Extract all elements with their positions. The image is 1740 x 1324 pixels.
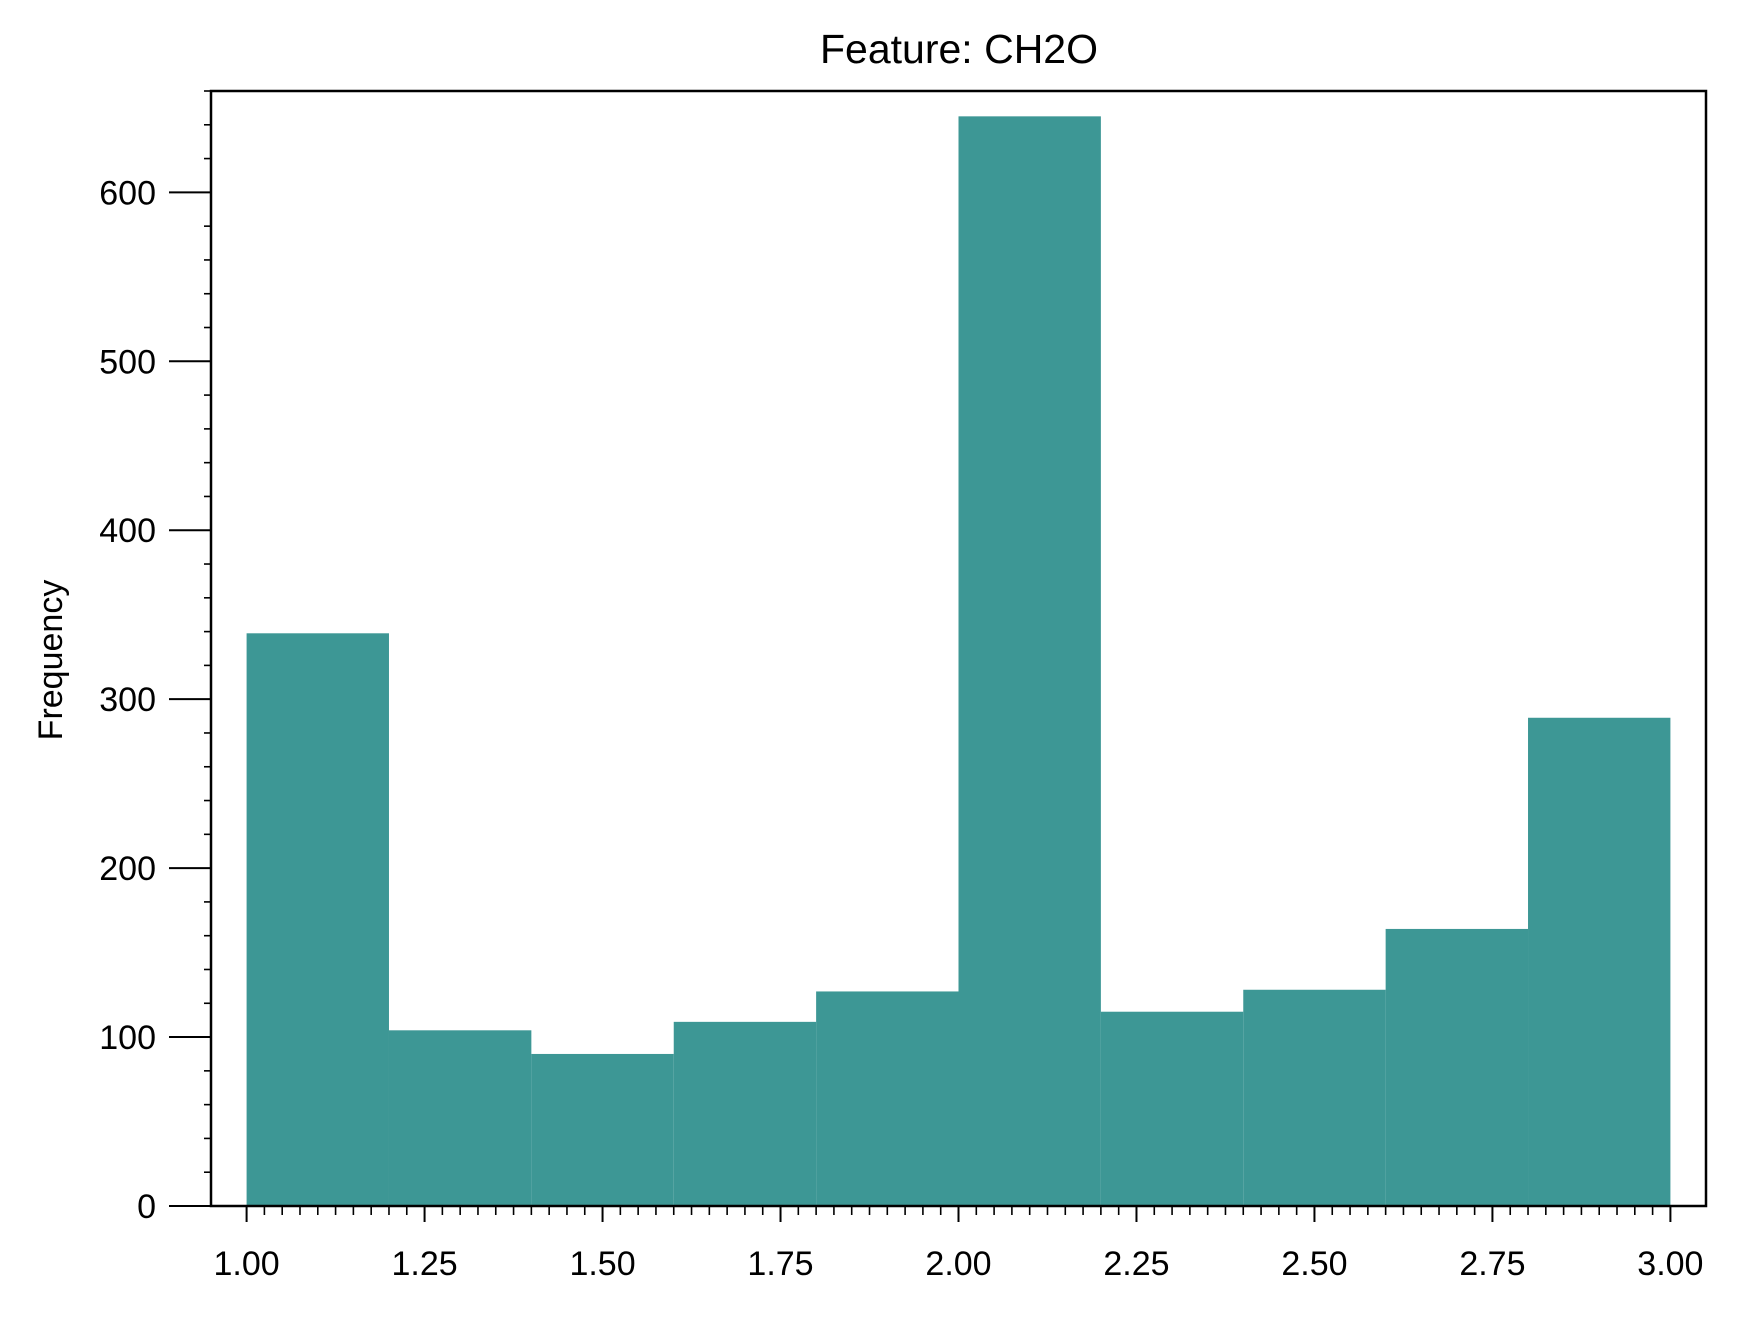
x-tick-label: 1.00	[214, 1245, 280, 1283]
histogram-bar-6	[1100, 1011, 1244, 1206]
x-tick-label: 2.00	[925, 1245, 991, 1283]
histogram-bar-1	[388, 1030, 532, 1206]
x-tick-label: 2.75	[1459, 1245, 1525, 1283]
bars-group	[246, 116, 1671, 1206]
chart-title: Feature: CH2O	[820, 26, 1098, 72]
x-tick-label: 3.00	[1637, 1245, 1703, 1283]
x-tick-label: 1.50	[569, 1245, 635, 1283]
axis-ticks-group: 1.00 1.25 1.50 1.75 2.00 2.25 2.50 2.75 3.00 0 100…	[99, 90, 1703, 1283]
histogram-bar-8	[1385, 928, 1529, 1206]
x-tick-label: 2.25	[1103, 1245, 1169, 1283]
y-tick-label: 200	[99, 850, 156, 888]
histogram-bar-0	[246, 633, 389, 1206]
y-tick-label: 100	[99, 1019, 156, 1057]
plot-frame	[209, 89, 1708, 1208]
x-tick-label: 2.50	[1281, 1245, 1347, 1283]
histogram-bar-2	[531, 1053, 674, 1206]
y-tick-label: 400	[99, 512, 156, 550]
y-tick-label: 300	[99, 681, 156, 719]
y-axis-label: Frequency	[32, 580, 70, 741]
histogram-bar-7	[1243, 989, 1386, 1206]
x-tick-label: 1.25	[391, 1245, 457, 1283]
histogram-bar-3	[673, 1021, 817, 1206]
y-tick-label: 500	[99, 343, 156, 381]
histogram-bar-9	[1528, 717, 1671, 1206]
histogram-bar-4	[816, 991, 959, 1206]
histogram-bar-5	[958, 116, 1101, 1206]
y-tick-label: 600	[99, 174, 156, 212]
x-tick-label: 1.75	[747, 1245, 813, 1283]
y-tick-label: 0	[137, 1188, 156, 1226]
